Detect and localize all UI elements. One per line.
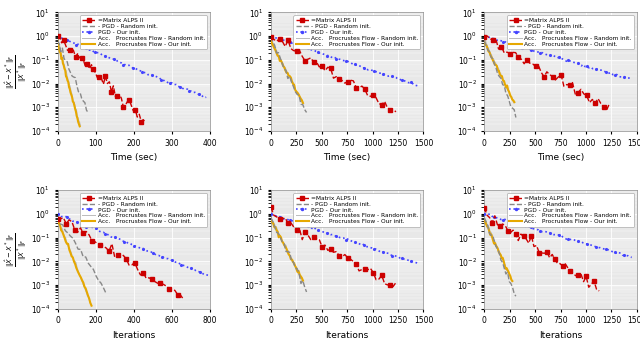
Y-axis label: $\frac{\|\hat{X}-X^*\|_F}{\|X^*\|_F}$: $\frac{\|\hat{X}-X^*\|_F}{\|X^*\|_F}$	[3, 232, 29, 267]
Legend: =Matrix ALPS II, - PGD - Random init., PGD - Our init., Acc.   Procrustes Flow -: =Matrix ALPS II, - PGD - Random init., P…	[80, 193, 207, 227]
X-axis label: Iterations: Iterations	[112, 331, 156, 340]
X-axis label: Time (sec): Time (sec)	[537, 153, 584, 162]
Legend: =Matrix ALPS II, - PGD - Random init., PGD - Our init., Acc.   Procrustes Flow -: =Matrix ALPS II, - PGD - Random init., P…	[507, 15, 634, 49]
Y-axis label: $\frac{\|\hat{X}-X^*\|_F}{\|X^*\|_F}$: $\frac{\|\hat{X}-X^*\|_F}{\|X^*\|_F}$	[3, 54, 29, 89]
Legend: =Matrix ALPS II, - PGD - Random init., PGD - Our init., Acc.   Procrustes Flow -: =Matrix ALPS II, - PGD - Random init., P…	[507, 193, 634, 227]
X-axis label: Time (sec): Time (sec)	[110, 153, 157, 162]
X-axis label: Iterations: Iterations	[326, 331, 369, 340]
Legend: =Matrix ALPS II, - PGD - Random init., PGD - Our init., Acc.   Procrustes Flow -: =Matrix ALPS II, - PGD - Random init., P…	[293, 15, 420, 49]
X-axis label: Iterations: Iterations	[539, 331, 582, 340]
Legend: =Matrix ALPS II, - PGD - Random init., PGD - Our init., Acc.   Procrustes Flow -: =Matrix ALPS II, - PGD - Random init., P…	[293, 193, 420, 227]
X-axis label: Time (sec): Time (sec)	[324, 153, 371, 162]
Legend: =Matrix ALPS II, - PGD - Random init., PGD - Our init., Acc.   Procrustes Flow -: =Matrix ALPS II, - PGD - Random init., P…	[80, 15, 207, 49]
